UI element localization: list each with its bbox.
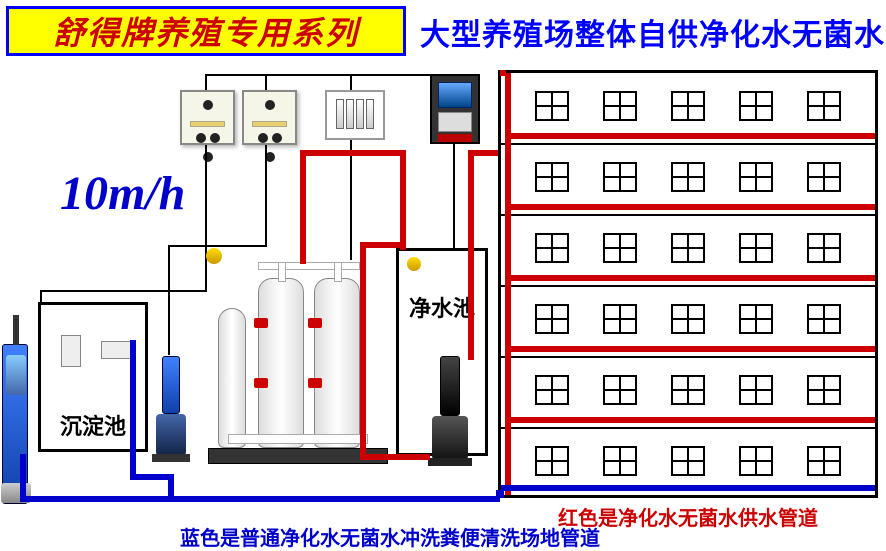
red-branch xyxy=(505,133,875,139)
title-box: 舒得牌养殖专用系列 xyxy=(6,6,406,56)
wire xyxy=(350,140,352,260)
floor-5-windows xyxy=(501,162,875,192)
red-pipe xyxy=(500,70,506,76)
red-branch xyxy=(505,275,875,281)
red-branch xyxy=(505,417,875,423)
flow-rate-label: 10m/h xyxy=(60,166,185,221)
wire xyxy=(40,290,42,302)
red-pipe xyxy=(300,150,406,156)
blue-pipe xyxy=(20,454,26,502)
building xyxy=(498,70,878,498)
blue-pipe xyxy=(20,496,500,502)
starter-box xyxy=(430,74,480,144)
blue-pipe xyxy=(496,490,504,498)
red-branch xyxy=(505,346,875,352)
red-branch xyxy=(505,204,875,210)
floor-3-windows xyxy=(501,304,875,334)
wire xyxy=(40,290,207,292)
blue-branch xyxy=(501,485,875,491)
blue-pipe xyxy=(130,474,174,480)
wire xyxy=(205,74,455,76)
floor-1-windows xyxy=(501,446,875,476)
floor-6-windows xyxy=(501,91,875,121)
red-pipe xyxy=(360,242,366,460)
wire xyxy=(205,145,207,290)
title-text: 舒得牌养殖专用系列 xyxy=(53,8,359,54)
red-pipe xyxy=(468,150,502,156)
header-right: 大型养殖场整体自供净化水无菌水 xyxy=(420,10,885,54)
transfer-pump xyxy=(156,356,186,456)
wire xyxy=(168,245,170,355)
wire xyxy=(168,245,267,247)
red-pipe xyxy=(360,454,430,460)
floor-2-windows xyxy=(501,375,875,405)
wire xyxy=(350,74,352,90)
red-pipe xyxy=(360,242,400,248)
red-pipe xyxy=(400,150,406,250)
wire xyxy=(205,74,207,90)
blue-pipe xyxy=(130,340,136,480)
control-box-1 xyxy=(180,90,235,145)
floor-4-windows xyxy=(501,233,875,263)
breaker-box xyxy=(325,90,385,140)
wire xyxy=(265,74,267,90)
supply-pump xyxy=(432,356,468,460)
wire xyxy=(265,145,267,245)
control-box-2 xyxy=(242,90,297,145)
red-pipe xyxy=(468,150,474,360)
red-pipe xyxy=(300,150,306,264)
